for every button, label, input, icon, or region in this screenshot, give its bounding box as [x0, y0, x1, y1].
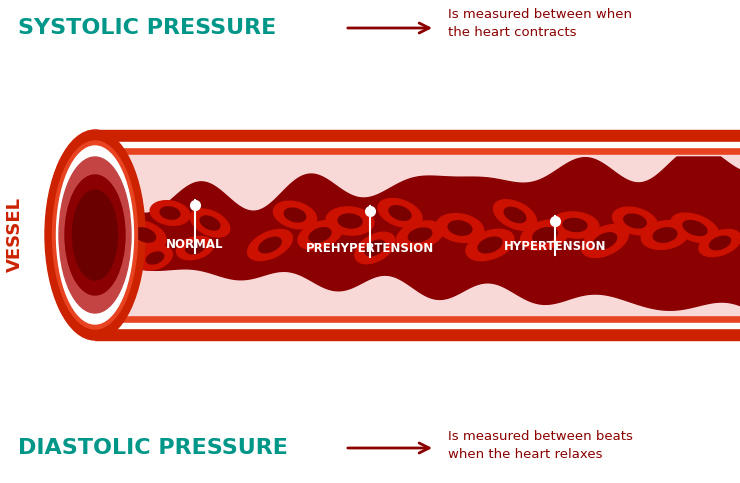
- Text: DIASTOLIC PRESSURE: DIASTOLIC PRESSURE: [18, 438, 288, 458]
- Text: NORMAL: NORMAL: [166, 238, 223, 251]
- Ellipse shape: [147, 252, 164, 264]
- Ellipse shape: [397, 221, 443, 249]
- Ellipse shape: [448, 221, 472, 235]
- Ellipse shape: [150, 200, 189, 225]
- Ellipse shape: [478, 237, 502, 253]
- Ellipse shape: [135, 228, 155, 242]
- Text: HYPERTENSION: HYPERTENSION: [504, 240, 606, 253]
- Ellipse shape: [653, 228, 677, 242]
- Ellipse shape: [190, 209, 229, 237]
- Ellipse shape: [274, 201, 317, 229]
- Ellipse shape: [59, 157, 131, 313]
- Ellipse shape: [624, 214, 646, 228]
- Ellipse shape: [504, 207, 526, 223]
- Ellipse shape: [298, 220, 342, 250]
- Text: PREHYPERTENSION: PREHYPERTENSION: [306, 242, 434, 255]
- Ellipse shape: [710, 236, 730, 250]
- Ellipse shape: [389, 206, 411, 220]
- Ellipse shape: [365, 240, 385, 256]
- Ellipse shape: [338, 214, 362, 228]
- Ellipse shape: [408, 228, 431, 242]
- Ellipse shape: [248, 229, 292, 260]
- Ellipse shape: [309, 228, 331, 242]
- Ellipse shape: [378, 199, 422, 227]
- Ellipse shape: [284, 208, 306, 222]
- Text: SYSTOLIC PRESSURE: SYSTOLIC PRESSURE: [18, 18, 276, 38]
- Ellipse shape: [593, 233, 616, 249]
- Ellipse shape: [73, 190, 118, 280]
- Ellipse shape: [671, 213, 719, 243]
- Ellipse shape: [563, 218, 587, 231]
- Ellipse shape: [56, 146, 133, 324]
- Ellipse shape: [551, 212, 599, 238]
- Ellipse shape: [53, 141, 138, 329]
- Ellipse shape: [138, 246, 172, 270]
- Ellipse shape: [200, 216, 220, 230]
- Ellipse shape: [699, 229, 740, 256]
- Ellipse shape: [45, 130, 145, 340]
- Text: Is measured between when
the heart contracts: Is measured between when the heart contr…: [448, 8, 632, 39]
- Ellipse shape: [494, 200, 536, 230]
- Text: Is measured between beats
when the heart relaxes: Is measured between beats when the heart…: [448, 429, 633, 460]
- Ellipse shape: [160, 207, 180, 219]
- Ellipse shape: [533, 227, 557, 242]
- Ellipse shape: [355, 232, 395, 264]
- Ellipse shape: [613, 207, 657, 235]
- Text: VESSEL: VESSEL: [6, 198, 24, 272]
- Ellipse shape: [466, 229, 514, 261]
- Ellipse shape: [124, 221, 166, 249]
- Polygon shape: [95, 157, 740, 310]
- Ellipse shape: [683, 221, 707, 235]
- Ellipse shape: [437, 213, 484, 242]
- Ellipse shape: [520, 220, 569, 250]
- Ellipse shape: [259, 237, 281, 253]
- Ellipse shape: [642, 221, 689, 249]
- Ellipse shape: [176, 236, 214, 260]
- Ellipse shape: [186, 242, 204, 254]
- Ellipse shape: [65, 175, 125, 295]
- Ellipse shape: [326, 207, 374, 235]
- Ellipse shape: [582, 225, 628, 257]
